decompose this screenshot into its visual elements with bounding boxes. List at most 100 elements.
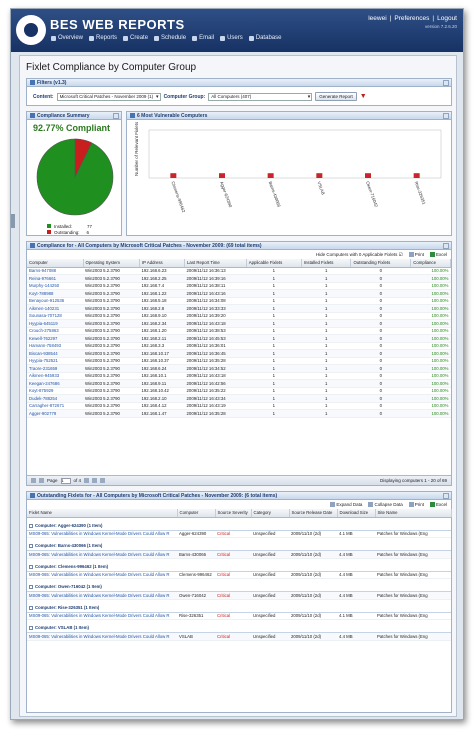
computer-link[interactable]: Barns-947088	[27, 267, 84, 275]
column-header[interactable]: IP Address	[139, 259, 186, 268]
expand-group-icon[interactable]	[29, 544, 33, 549]
column-header[interactable]: Applicable Fixlets	[246, 259, 302, 268]
fixlet-link[interactable]: MS09-065: Vulnerabilities in Windows Ker…	[27, 530, 177, 538]
column-header[interactable]: Outstanding Fixlets	[350, 259, 412, 268]
collapse-icon[interactable]	[443, 243, 449, 249]
table-row[interactable]: Crouch-275863 Win2003 5.2.3790 192.168.1.2…	[27, 327, 451, 335]
nav-reports[interactable]: Reports	[89, 35, 117, 41]
table-row[interactable]: Agger-902779 Win2003 5.2.3790 192.168.1.47…	[27, 409, 451, 418]
column-header[interactable]: Last Report Time	[184, 259, 247, 268]
collapse-icon[interactable]	[113, 113, 119, 119]
collapse-icon[interactable]	[443, 493, 449, 499]
column-header[interactable]: Download Size	[337, 509, 376, 518]
table-row[interactable]: Benayoun-912536 Win2003 5.2.3790 192.168.5…	[27, 297, 451, 305]
column-header[interactable]: Installed Fixlets	[301, 259, 352, 268]
last-page-icon[interactable]	[92, 478, 98, 483]
column-header[interactable]: Source Severity	[215, 509, 252, 518]
computer-link[interactable]: Dudek-788254	[27, 394, 84, 403]
expand-group-icon[interactable]	[29, 605, 33, 610]
column-header[interactable]: Site Name	[375, 509, 452, 518]
computer-link[interactable]: Hamann-758493	[27, 342, 84, 350]
group-header[interactable]: Computer: Rise-326351 (1 Item)	[27, 603, 451, 613]
group-header-row[interactable]: Computer: Owen-716042 (1 Item)	[27, 582, 451, 592]
bar-rise-326351[interactable]	[413, 173, 420, 178]
table-row[interactable]: MS09-065: Vulnerabilities in Windows Ker…	[27, 591, 451, 600]
preferences-link[interactable]: Preferences	[394, 15, 430, 22]
nav-database[interactable]: Database	[248, 35, 281, 41]
bar-vslab[interactable]	[316, 173, 323, 178]
collapse-icon[interactable]	[443, 80, 449, 86]
fixlet-link[interactable]: MS09-065: Vulnerabilities in Windows Ker…	[27, 591, 177, 600]
generate-report-button[interactable]: Generate Report	[315, 92, 357, 101]
table-row[interactable]: Hamann-758493 Win2003 5.2.3790 192.168.3.3…	[27, 342, 451, 350]
computer-group-select[interactable]: All Computers (407)	[208, 92, 313, 101]
column-header[interactable]: Operating System	[83, 259, 140, 268]
column-header[interactable]: Compliance	[410, 259, 451, 268]
table-row[interactable]: MS09-065: Vulnerabilities in Windows Ker…	[27, 571, 451, 579]
fixlet-link[interactable]: MS09-065: Vulnerabilities in Windows Ker…	[27, 550, 177, 559]
expand-group-icon[interactable]	[29, 523, 33, 528]
nav-schedule[interactable]: Schedule	[154, 35, 186, 41]
excel-button[interactable]: Excel	[429, 252, 447, 257]
group-header-row[interactable]: Computer: Barns-430066 (1 Item)	[27, 541, 451, 551]
first-page-icon[interactable]	[31, 478, 36, 483]
nav-email[interactable]: Email	[192, 35, 214, 41]
table-row[interactable]: MS09-065: Vulnerabilities in Windows Ker…	[27, 632, 451, 641]
table-row[interactable]: MS09-065: Vulnerabilities in Windows Ker…	[27, 612, 451, 620]
table-row[interactable]: Biscan-938544 Win2003 5.2.3790 192.168.10.…	[27, 349, 451, 358]
next-page-icon[interactable]	[84, 478, 90, 483]
nav-users[interactable]: Users	[220, 35, 243, 41]
computer-link[interactable]: Traore-231659	[27, 364, 84, 373]
filter-funnel-icon[interactable]: ▼	[359, 92, 367, 100]
hide-zero-applicable-toggle[interactable]: Hide Computers with 0 Applicable Fixlets…	[315, 251, 403, 257]
print-button[interactable]: Print	[408, 252, 424, 257]
fixlet-link[interactable]: MS09-065: Vulnerabilities in Windows Ker…	[27, 571, 177, 579]
expand-group-icon[interactable]	[29, 585, 33, 590]
column-header[interactable]: Computer	[27, 259, 84, 268]
expand-group-icon[interactable]	[29, 626, 33, 631]
computer-link[interactable]: Aikmen-945933	[27, 372, 84, 380]
table-row[interactable]: Dudek-788254 Win2003 5.2.3790 192.168.2.10…	[27, 394, 451, 403]
table-row[interactable]: Keegan-247686 Win2003 5.2.3790 192.168.9.1…	[27, 379, 451, 388]
computer-link[interactable]: Crouch-275863	[27, 327, 84, 335]
column-header[interactable]: Fixlet Name	[27, 509, 178, 518]
table-row[interactable]: MS09-065: Vulnerabilities in Windows Ker…	[27, 550, 451, 559]
group-header[interactable]: Computer: Owen-716042 (1 Item)	[27, 582, 451, 592]
table-row[interactable]: Hyypia-645119 Win2003 5.2.3790 192.168.2.3…	[27, 319, 451, 328]
bar-clemens-996462[interactable]	[170, 173, 177, 178]
table-row[interactable]: Carragher-872671 Win2003 5.2.3790 192.168.…	[27, 402, 451, 410]
computer-link[interactable]: Aikmen-140231	[27, 304, 84, 313]
fixlet-link[interactable]: MS09-065: Vulnerabilities in Windows Ker…	[27, 612, 177, 620]
group-header[interactable]: Computer: Barns-430066 (1 Item)	[27, 541, 451, 551]
column-header[interactable]: Source Release Date	[289, 509, 338, 518]
computer-link[interactable]: Sounasa-707128	[27, 312, 84, 320]
nav-overview[interactable]: Overview	[51, 35, 83, 41]
expand-data-button[interactable]: Expand Data	[330, 502, 362, 507]
content-select[interactable]: Microsoft Critical Patches - November 20…	[56, 92, 161, 101]
computer-link[interactable]: Biscan-938544	[27, 349, 84, 358]
computer-link[interactable]: Koyt-875929	[27, 387, 84, 395]
page-number-input[interactable]	[60, 477, 71, 484]
logout-link[interactable]: Logout	[437, 15, 457, 22]
table-row[interactable]: Aikmen-945933 Win2003 5.2.3790 192.168.10.…	[27, 372, 451, 380]
bar-agger-624390[interactable]	[219, 173, 225, 178]
excel-button[interactable]: Excel	[429, 502, 447, 507]
group-header[interactable]: Computer: Clemens-996462 (1 Item)	[27, 562, 451, 572]
collapse-data-button[interactable]: Collapse Data	[368, 502, 403, 507]
group-header[interactable]: Computer: VSLAB (1 Item)	[27, 623, 451, 633]
computer-link[interactable]: Agger-902779	[27, 409, 84, 418]
refresh-icon[interactable]	[100, 478, 106, 483]
table-row[interactable]: Reina-976661 Win2003 5.2.3790 192.168.2.25…	[27, 274, 451, 283]
table-row[interactable]: Murphy-144250 Win2003 5.2.3790 192.168.7.4…	[27, 282, 451, 290]
collapse-icon[interactable]	[443, 113, 449, 119]
computer-link[interactable]: Reina-976661	[27, 274, 84, 283]
computer-link[interactable]: Benayoun-912536	[27, 297, 84, 305]
table-row[interactable]: Traore-231659 Win2003 5.2.3790 192.168.6.2…	[27, 364, 451, 373]
table-row[interactable]: Koyt-788988 Win2003 5.2.3790 192.168.1.22 2…	[27, 289, 451, 298]
computer-link[interactable]: Murphy-144250	[27, 282, 84, 290]
group-header-row[interactable]: Computer: Agger-624390 (1 Item)	[27, 521, 451, 531]
table-row[interactable]: Koyt-875929 Win2003 5.2.3790 192.168.10.42…	[27, 387, 451, 395]
column-header[interactable]: Category	[251, 509, 290, 518]
computer-link[interactable]: Kewell-762297	[27, 334, 84, 343]
table-row[interactable]: Aikmen-140231 Win2003 5.2.3790 192.168.2.8…	[27, 304, 451, 313]
